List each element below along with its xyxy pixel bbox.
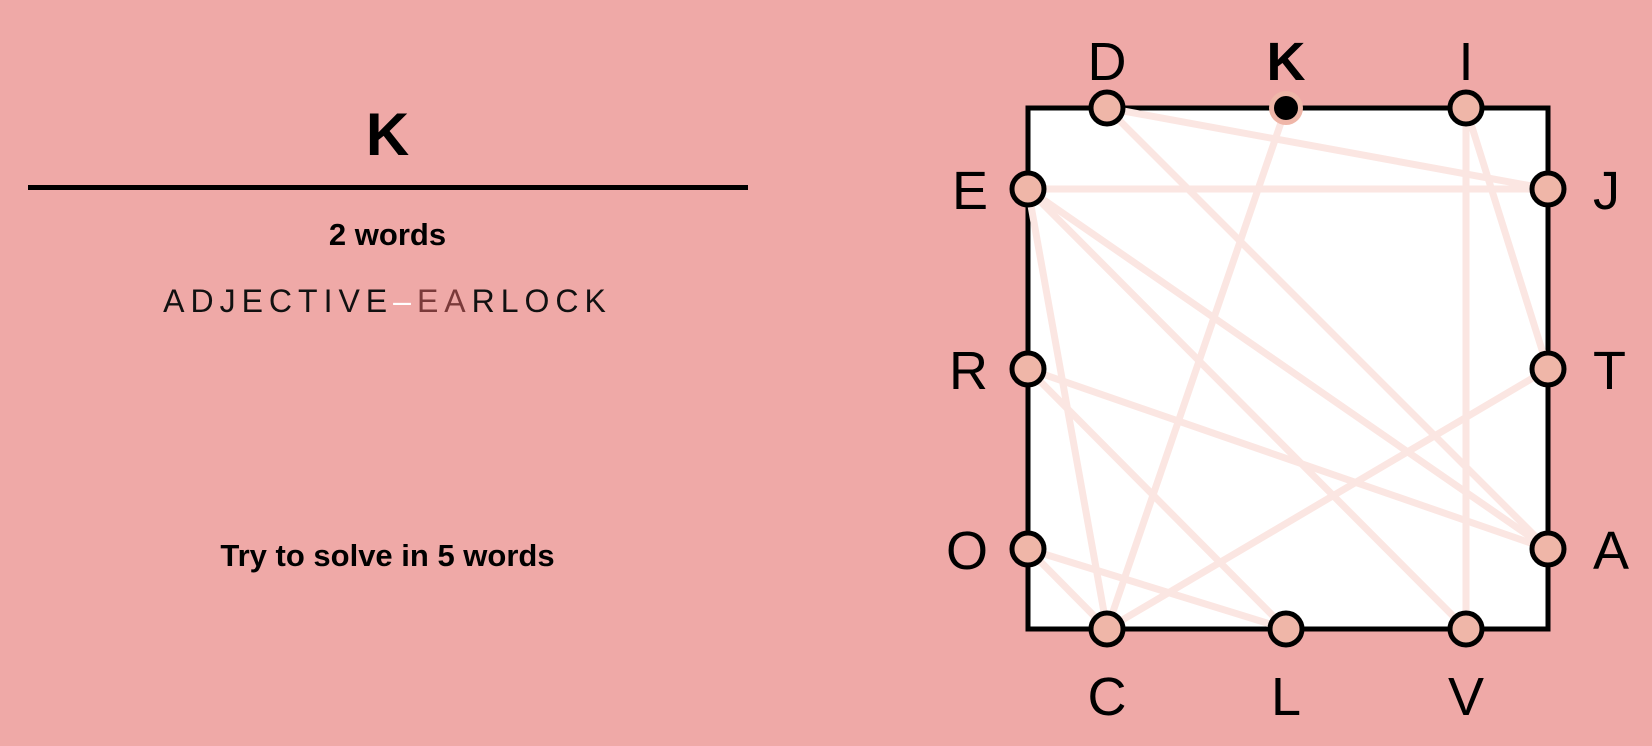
path-segment-c-t: [1103, 365, 1552, 633]
path-segment-t-i: [1462, 104, 1552, 373]
path-segment-r-l: [1024, 365, 1290, 633]
letter-node-l[interactable]: [1267, 610, 1305, 648]
letter-node-i[interactable]: [1447, 89, 1485, 127]
found-words: ADJECTIVE–EARLOCK: [0, 282, 775, 320]
letter-node-d[interactable]: [1088, 89, 1126, 127]
letter-label-a[interactable]: A: [1593, 521, 1629, 581]
found-word-1: ADJECTIVE: [163, 283, 394, 319]
path-segment-d-j: [1103, 104, 1552, 193]
path-lines: [1024, 104, 1552, 633]
path-segment-a-r: [1024, 365, 1552, 553]
path-segment-l-o: [1024, 545, 1290, 633]
letter-labels: D K I C L V E R O J T A: [946, 32, 1629, 727]
letter-node-e[interactable]: [1009, 170, 1047, 208]
letter-node-j[interactable]: [1529, 170, 1567, 208]
letter-node-t[interactable]: [1529, 350, 1567, 388]
letter-label-e[interactable]: E: [952, 161, 988, 221]
letter-nodes: [1009, 89, 1567, 648]
path-segment-a-d: [1103, 104, 1552, 553]
word-count: 2 words: [328, 217, 447, 252]
letter-label-v[interactable]: V: [1448, 667, 1484, 727]
hint-text: Try to solve in 5 words: [220, 538, 555, 573]
letter-label-k[interactable]: K: [1267, 32, 1306, 92]
letter-label-r[interactable]: R: [949, 341, 988, 401]
path-segment-c-k: [1103, 104, 1290, 633]
letter-node-o[interactable]: [1009, 530, 1047, 568]
letter-node-c[interactable]: [1088, 610, 1126, 648]
letter-label-d[interactable]: D: [1088, 32, 1127, 92]
letter-label-i[interactable]: I: [1458, 32, 1473, 92]
found-word-2-highlighted: EA: [416, 283, 472, 319]
letter-node-k[interactable]: [1274, 96, 1298, 120]
letter-label-j[interactable]: J: [1593, 161, 1620, 221]
word-underline: [28, 185, 748, 190]
letter-label-o[interactable]: O: [946, 521, 988, 581]
letter-label-c[interactable]: C: [1088, 667, 1127, 727]
letter-node-r[interactable]: [1009, 350, 1047, 388]
path-segment-v-e: [1024, 185, 1470, 633]
word-panel: K 2 words ADJECTIVE–EARLOCK Try to solve…: [0, 0, 775, 746]
path-segment-o-c: [1024, 545, 1111, 633]
letter-label-t[interactable]: T: [1593, 341, 1626, 401]
found-word-2-rest: RLOCK: [471, 283, 612, 319]
path-segment-e-a: [1024, 185, 1552, 553]
found-word-separator: –: [393, 283, 417, 319]
current-word: K: [365, 101, 410, 168]
letter-node-v[interactable]: [1447, 610, 1485, 648]
letter-node-a[interactable]: [1529, 530, 1567, 568]
letter-label-l[interactable]: L: [1271, 667, 1301, 727]
